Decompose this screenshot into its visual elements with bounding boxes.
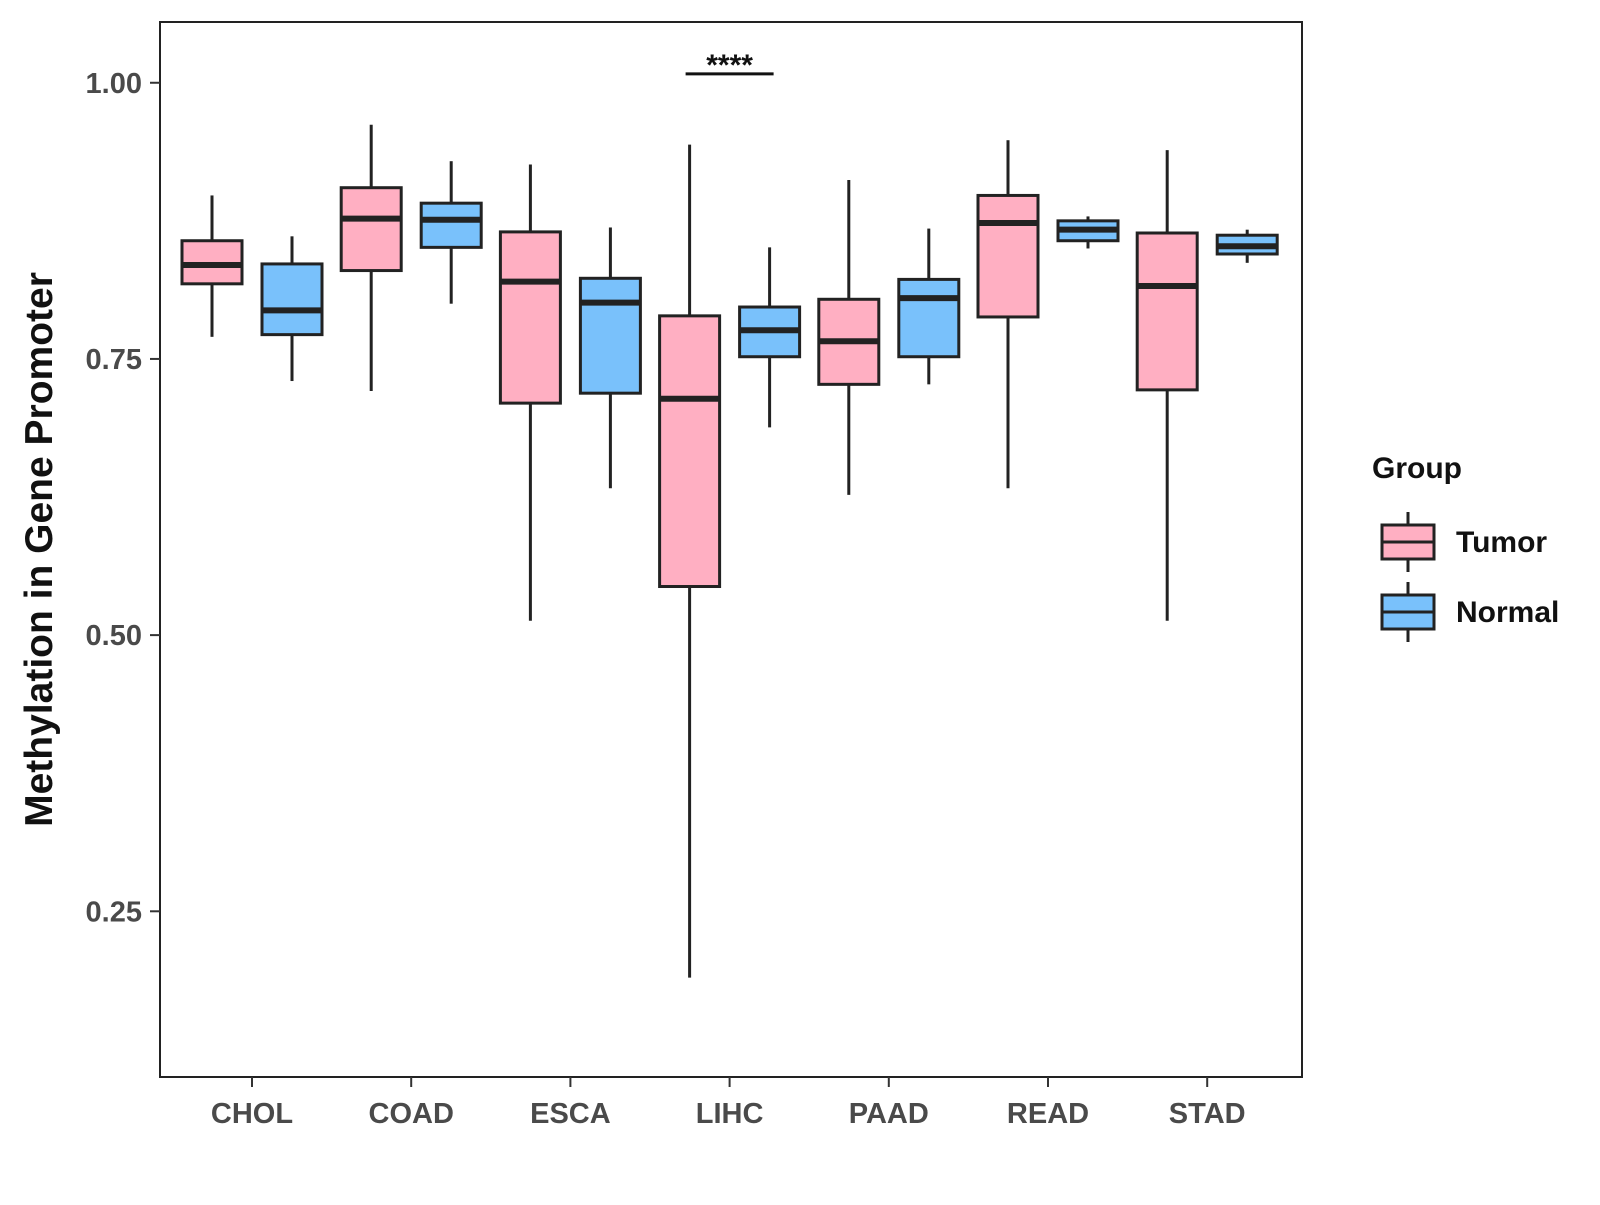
box-body (498, 230, 562, 405)
panel-border (159, 21, 1303, 1078)
x-tick-label-chol: CHOL (211, 1098, 293, 1130)
y-axis-title: Methylation in Gene Promoter (18, 272, 61, 827)
x-tick-label-coad: COAD (369, 1098, 454, 1130)
box-body (339, 186, 403, 273)
y-tick-label: 1.00 (86, 68, 142, 100)
box-tumor-read (976, 140, 1040, 489)
box-tumor-stad (1135, 150, 1199, 621)
x-tick-label-read: READ (1007, 1098, 1089, 1130)
box-body (976, 193, 1040, 319)
box-tumor-chol (180, 195, 244, 337)
y-tick-label: 0.25 (86, 896, 142, 928)
box-normal-read (1056, 216, 1120, 249)
x-tick-label-stad: STAD (1169, 1098, 1246, 1130)
box-body (1135, 231, 1199, 392)
legend-label: Normal (1456, 596, 1559, 629)
legend-entry-tumor: Tumor (1380, 512, 1547, 572)
significance-label: **** (706, 49, 753, 82)
legend: Group Tumor Normal (1372, 452, 1559, 642)
plot-area: **** (180, 49, 1279, 978)
box-normal-coad (419, 161, 483, 304)
box-body (419, 201, 483, 249)
box-normal-esca (578, 227, 642, 489)
legend-label: Tumor (1456, 526, 1547, 559)
legend-entry-normal: Normal (1380, 582, 1559, 642)
box-normal-stad (1215, 229, 1279, 263)
box-body (260, 262, 324, 337)
box-normal-chol (260, 236, 324, 382)
box-body (658, 314, 722, 589)
box-tumor-coad (339, 124, 403, 391)
x-tick-label-paad: PAAD (849, 1098, 929, 1130)
x-tick-label-lihc: LIHC (696, 1098, 764, 1130)
box-tumor-lihc (658, 144, 722, 978)
x-tick-label-esca: ESCA (530, 1098, 611, 1130)
y-tick-label: 0.50 (86, 620, 142, 652)
axes: 0.25 0.50 0.75 1.00 Methylation in Gene Prom… (18, 21, 1303, 1130)
box-body (897, 277, 961, 359)
box-body (578, 276, 642, 395)
legend-title: Group (1372, 452, 1462, 485)
box-tumor-esca (498, 164, 562, 621)
box-normal-lihc (738, 247, 802, 428)
box-tumor-paad (817, 179, 881, 495)
y-tick-label: 0.75 (86, 344, 142, 376)
box-normal-paad (897, 228, 961, 385)
